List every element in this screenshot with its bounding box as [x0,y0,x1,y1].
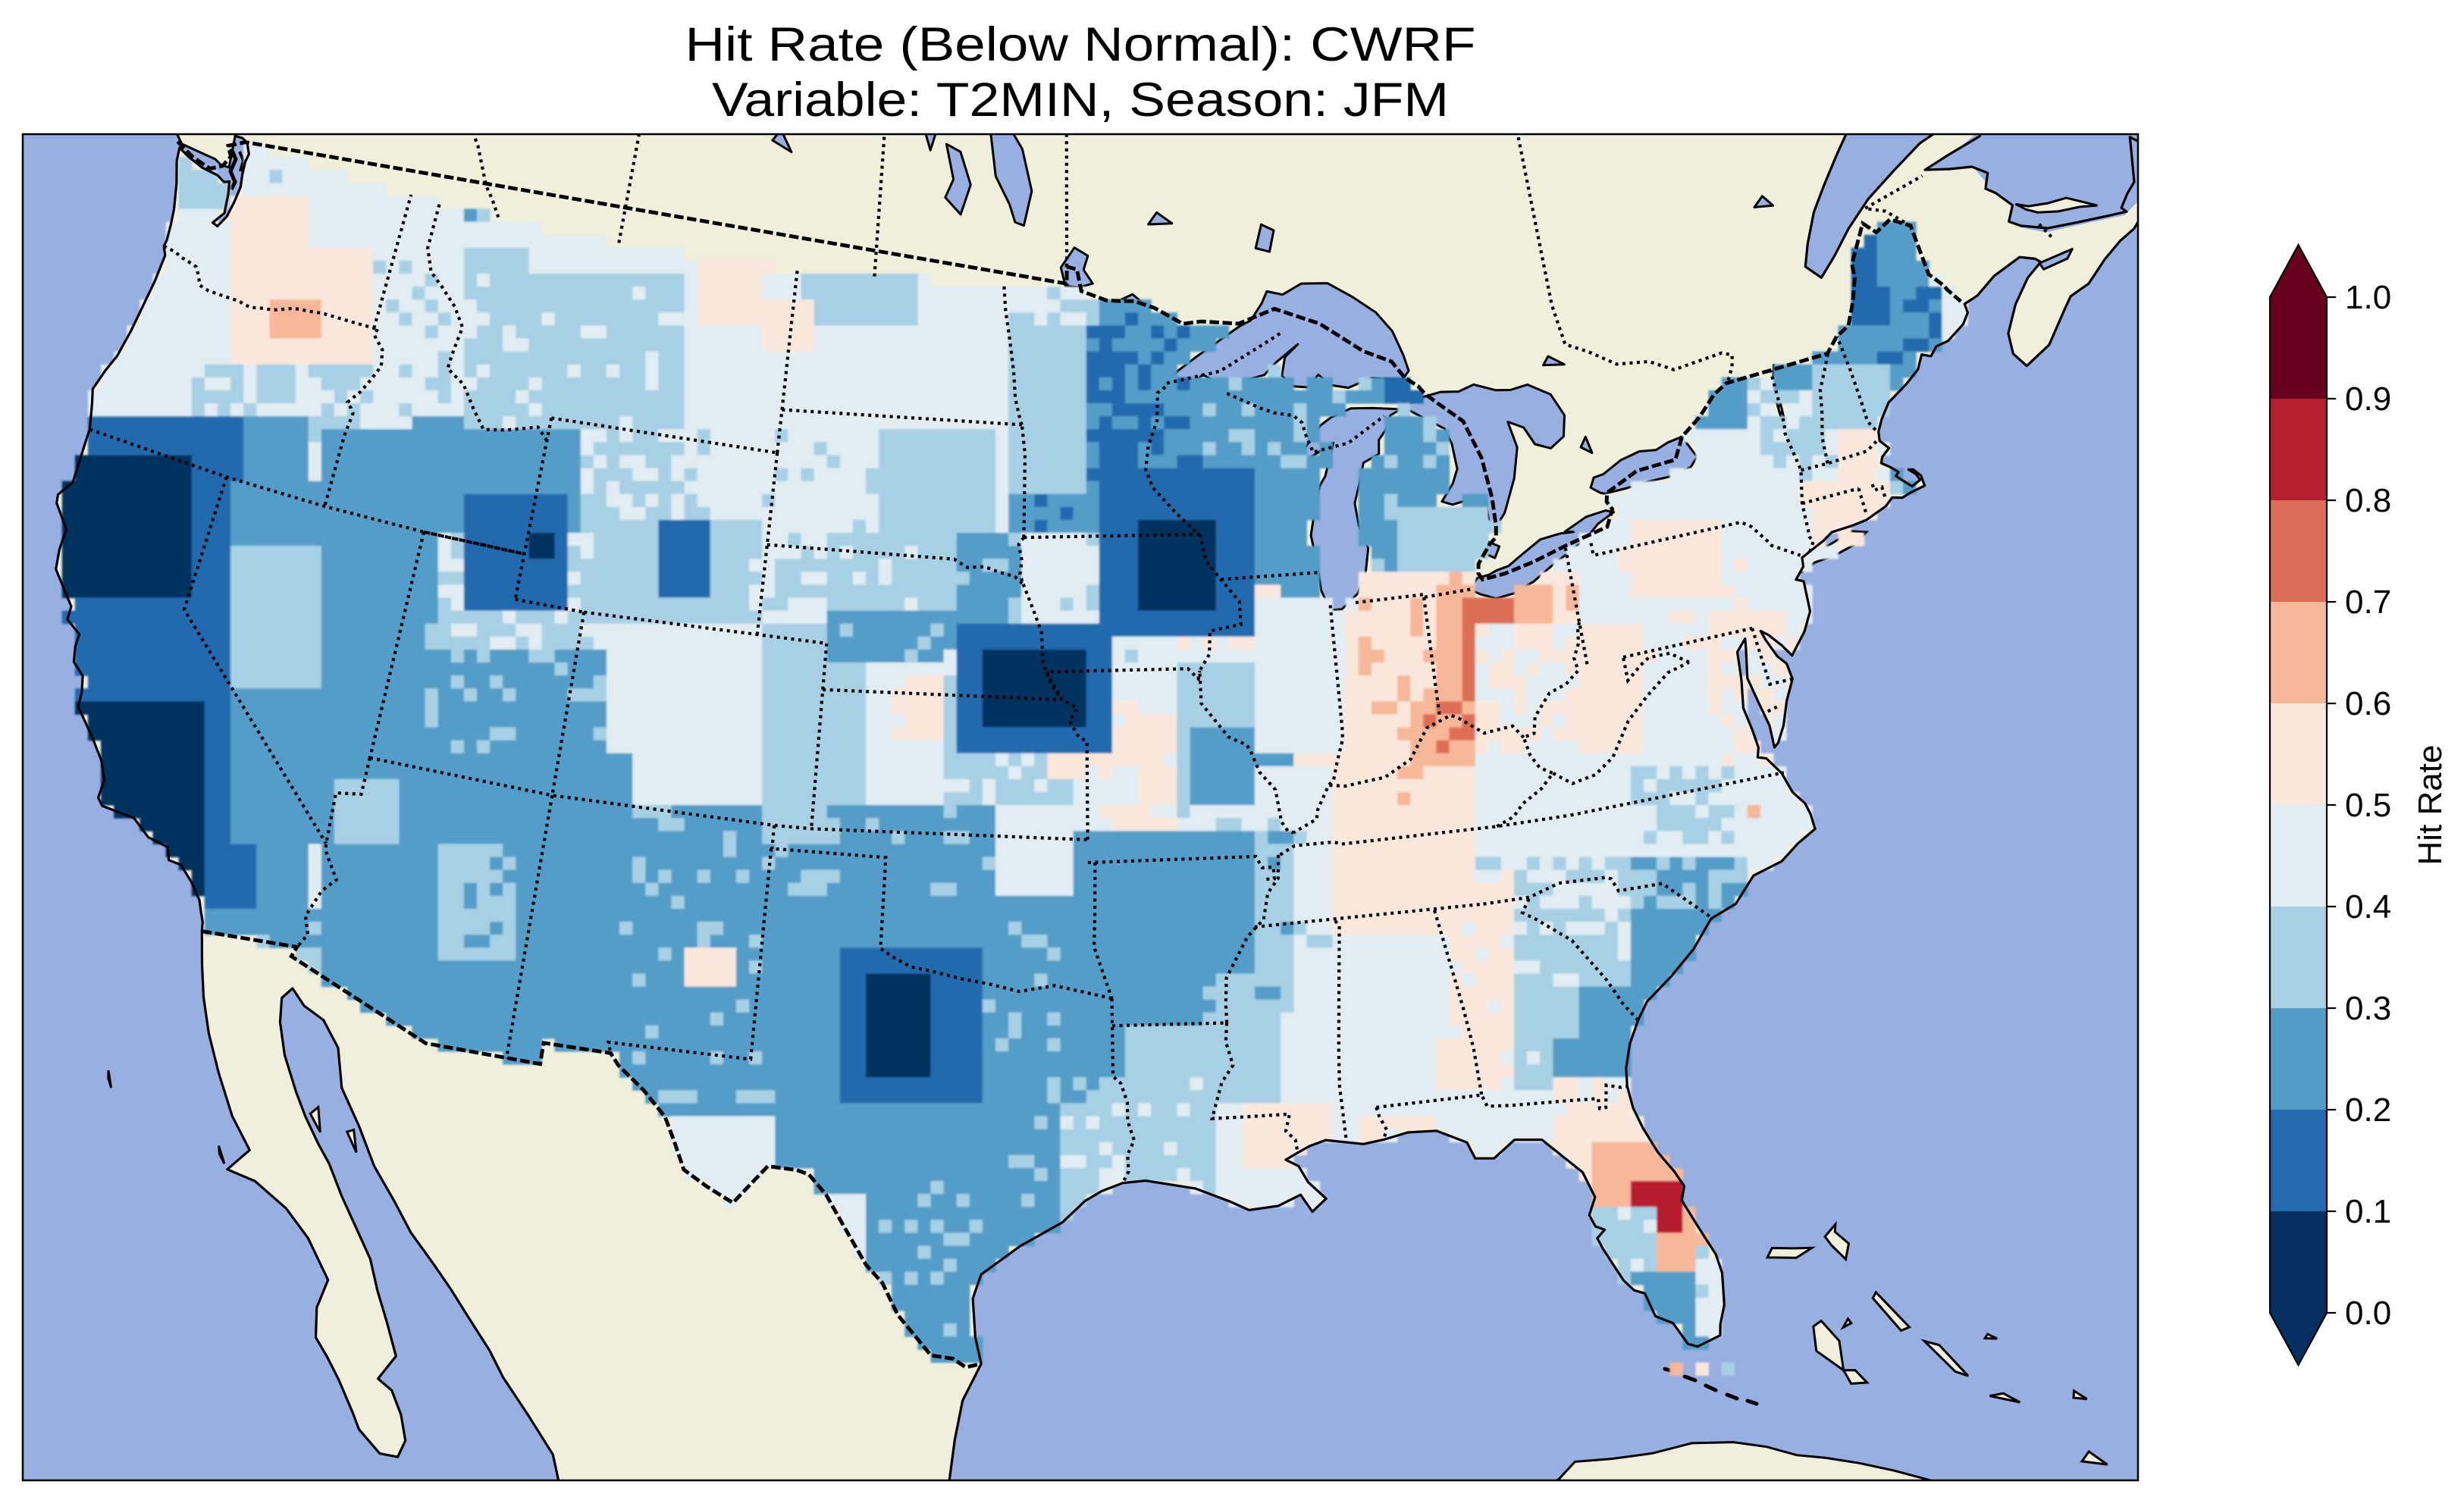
svg-text:0.8: 0.8 [2345,482,2391,519]
svg-text:0.6: 0.6 [2345,685,2391,722]
svg-text:0.3: 0.3 [2345,990,2391,1027]
svg-text:0.2: 0.2 [2345,1092,2391,1129]
svg-text:0.0: 0.0 [2345,1295,2391,1332]
svg-text:0.5: 0.5 [2345,787,2391,824]
svg-text:0.9: 0.9 [2345,381,2391,418]
svg-text:0.1: 0.1 [2345,1193,2391,1230]
svg-text:0.4: 0.4 [2345,888,2391,926]
svg-text:Hit Rate (Below Normal): CWRF: Hit Rate (Below Normal): CWRF [685,18,1476,71]
svg-text:0.7: 0.7 [2345,584,2391,621]
svg-text:Hit Rate: Hit Rate [2412,745,2449,866]
svg-text:1.0: 1.0 [2345,279,2391,316]
svg-text:Variable: T2MIN, Season: JFM: Variable: T2MIN, Season: JFM [712,74,1449,127]
